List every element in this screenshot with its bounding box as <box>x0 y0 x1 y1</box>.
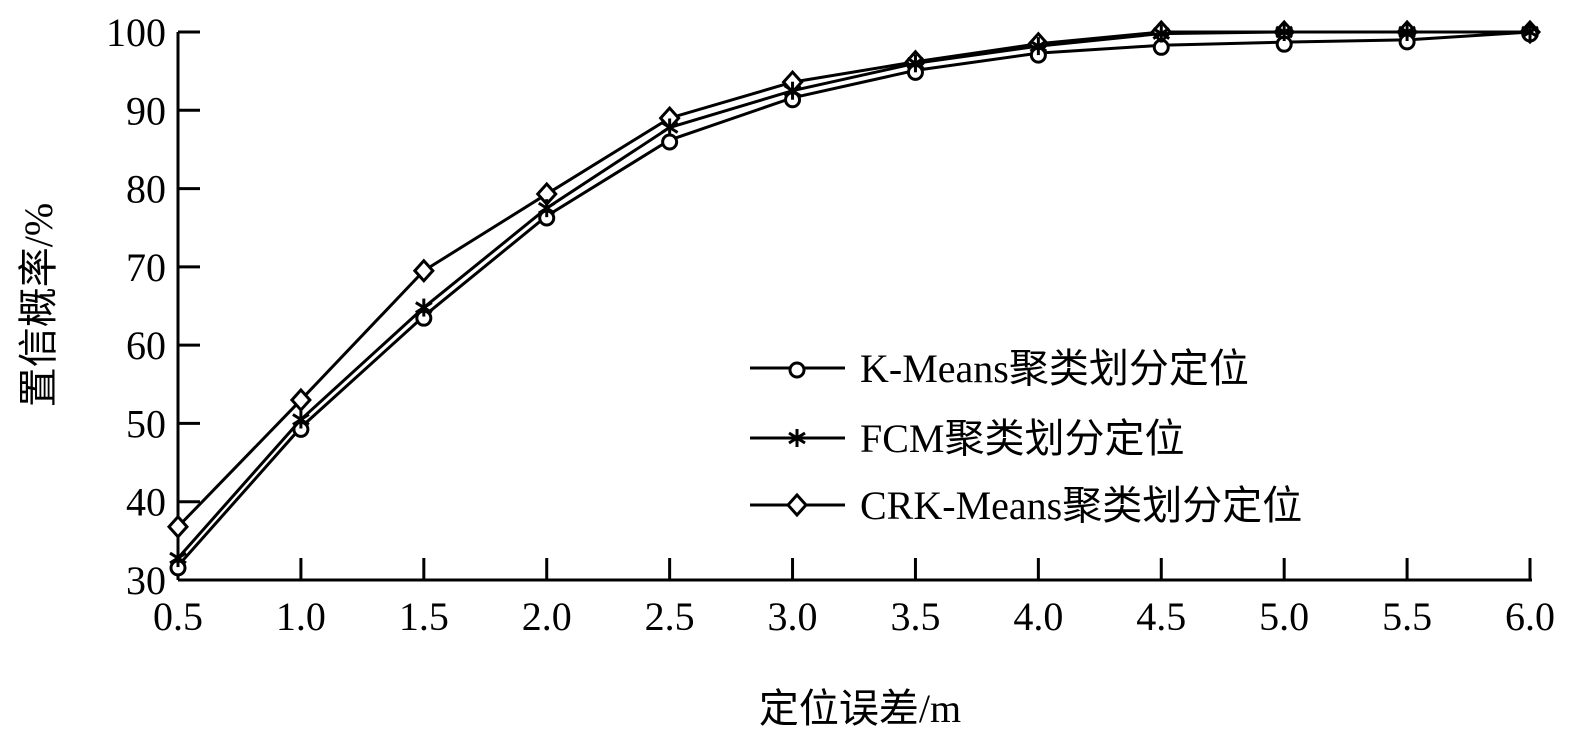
series-group <box>166 19 1542 577</box>
asterisk-marker <box>1398 23 1416 41</box>
y-ticks: 30 40 50 60 70 80 90 100 <box>106 10 200 603</box>
asterisk-marker <box>1029 37 1048 56</box>
x-tick-label: 2.5 <box>645 594 695 639</box>
x-tick-label: 0.5 <box>153 594 203 639</box>
y-tick-label: 80 <box>126 167 166 212</box>
series-circle <box>169 25 1539 577</box>
x-tick-label: 4.0 <box>1013 594 1063 639</box>
y-tick-label: 60 <box>126 323 166 368</box>
legend: K-Means聚类划分定位 FCM聚类划分定位 CRK-Means聚类划分定位 <box>750 346 1302 528</box>
y-tick-label: 50 <box>126 401 166 446</box>
x-tick-label: 4.5 <box>1136 594 1186 639</box>
diamond-marker <box>289 387 312 413</box>
diamond-marker <box>166 514 190 540</box>
asterisk-marker <box>660 118 679 137</box>
y-tick-label: 90 <box>126 88 166 133</box>
series-line <box>176 30 1530 560</box>
diamond-marker <box>785 492 809 518</box>
x-tick-label: 3.0 <box>768 594 818 639</box>
x-ticks: 0.5 1.0 1.5 2.0 2.5 3.0 3.5 4.0 4.5 5.0 5.5 6.0 <box>153 558 1555 639</box>
y-axis-label: 置信概率/% <box>16 203 61 407</box>
asterisk-marker <box>1152 24 1171 43</box>
legend-label: K-Means聚类划分定位 <box>860 346 1249 391</box>
legend-label: CRK-Means聚类划分定位 <box>860 483 1302 528</box>
asterisk-marker <box>292 410 310 429</box>
asterisk-marker <box>169 549 187 568</box>
series-diamond <box>166 19 1542 540</box>
x-axis-label: 定位误差/m <box>759 686 961 731</box>
asterisk-marker <box>1521 23 1539 41</box>
series-line <box>176 30 1530 528</box>
circle-marker <box>788 361 806 379</box>
y-tick-label: 70 <box>126 245 166 290</box>
circle-marker <box>661 133 679 151</box>
y-tick-label: 40 <box>126 480 166 525</box>
y-tick-label: 30 <box>126 558 166 603</box>
asterisk-marker <box>537 199 556 218</box>
asterisk-marker <box>906 54 925 73</box>
x-tick-label: 5.0 <box>1259 594 1309 639</box>
diamond-marker <box>412 258 435 284</box>
legend-label: FCM聚类划分定位 <box>860 416 1185 461</box>
x-tick-label: 1.5 <box>399 594 449 639</box>
asterisk-marker <box>415 298 433 317</box>
x-tick-label: 6.0 <box>1505 594 1555 639</box>
legend-item: K-Means聚类划分定位 <box>750 346 1249 391</box>
x-tick-label: 2.0 <box>522 594 572 639</box>
x-tick-label: 1.0 <box>276 594 326 639</box>
x-tick-label: 3.5 <box>890 594 940 639</box>
asterisk-marker <box>783 81 802 100</box>
legend-item: CRK-Means聚类划分定位 <box>750 483 1302 528</box>
series-asterisk <box>169 23 1539 568</box>
series-line <box>176 30 1531 567</box>
asterisk-marker <box>788 429 806 447</box>
axes <box>176 32 1532 582</box>
asterisk-marker <box>1275 23 1293 41</box>
y-tick-label: 100 <box>106 10 166 55</box>
x-tick-label: 5.5 <box>1382 594 1432 639</box>
legend-item: FCM聚类划分定位 <box>750 416 1185 461</box>
